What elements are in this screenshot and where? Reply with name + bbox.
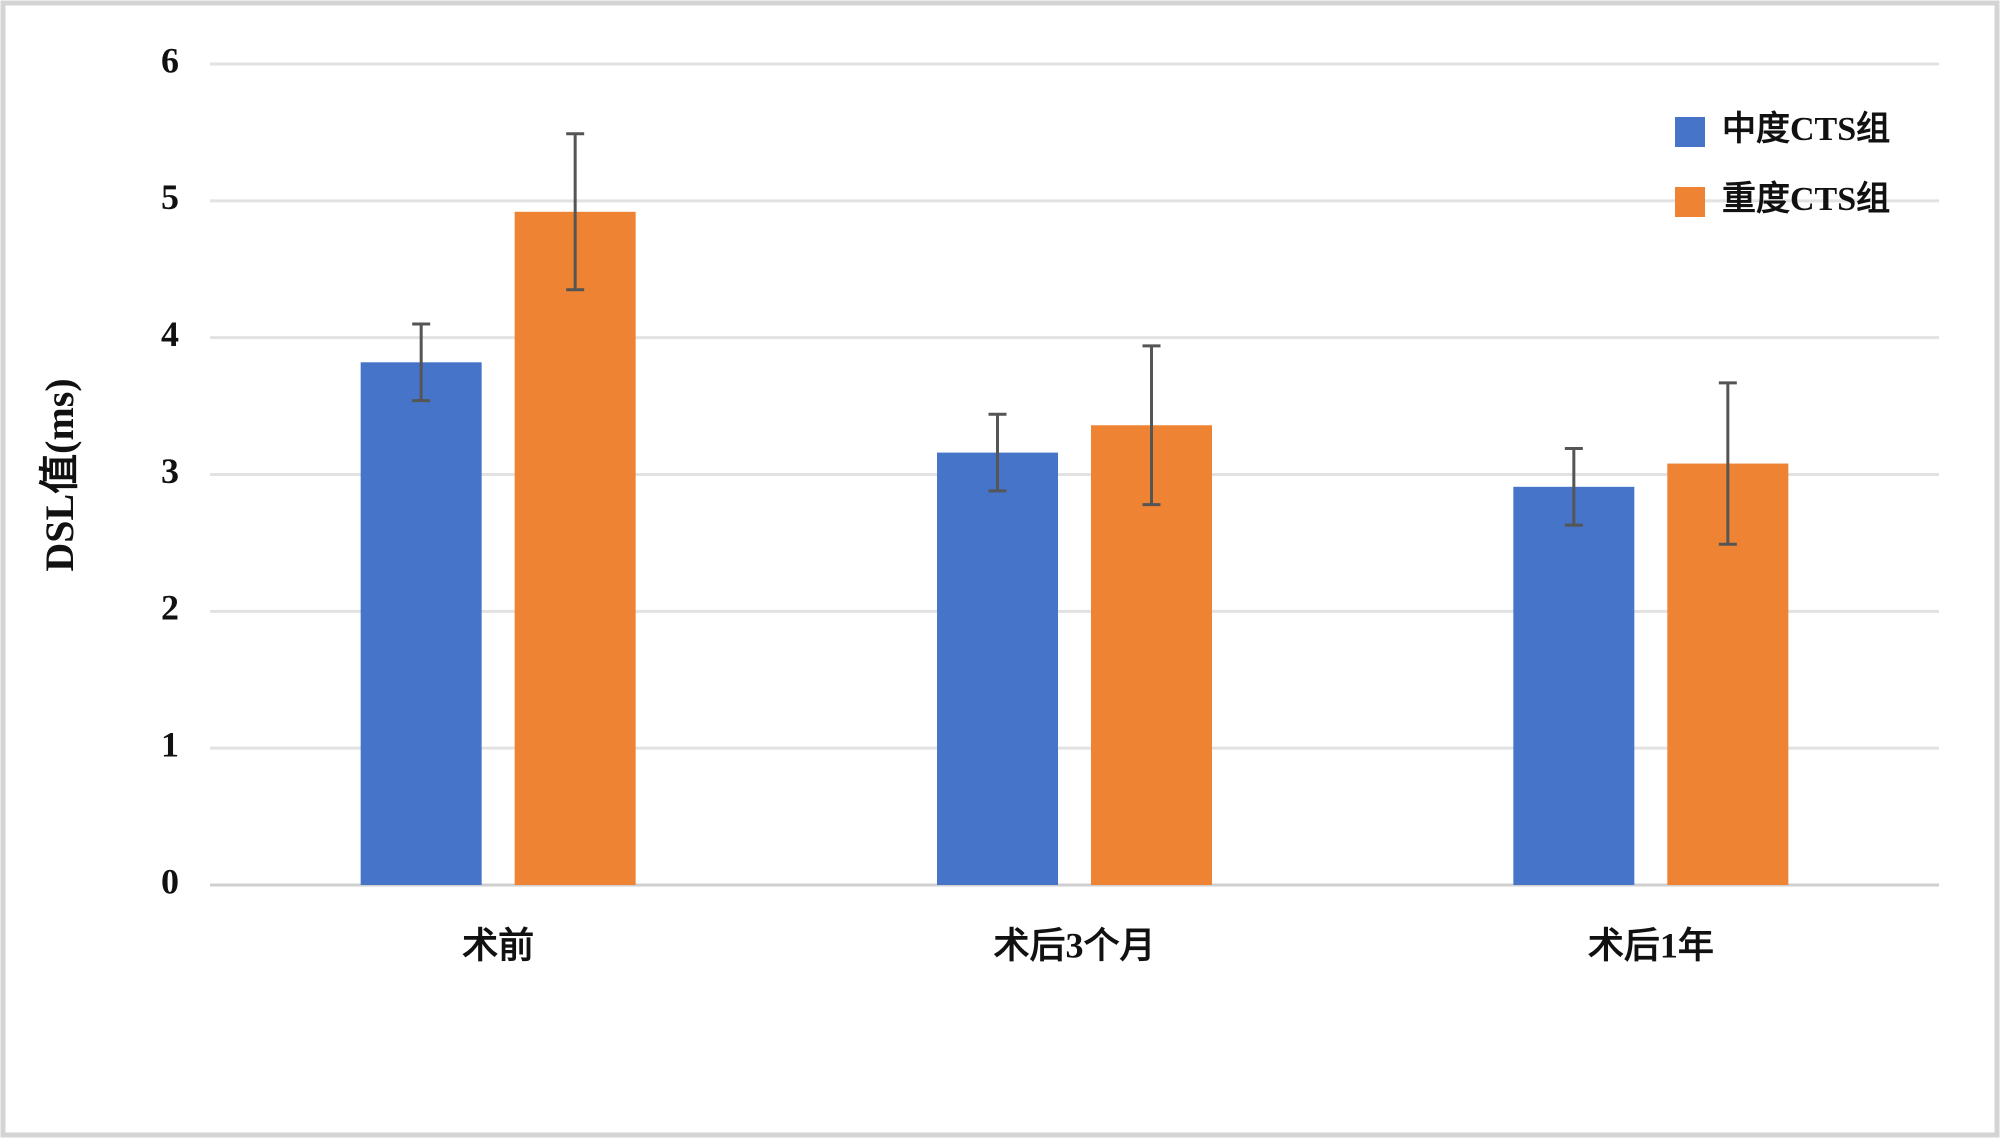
x-tick-label: 术后1年	[1588, 925, 1714, 965]
y-axis-label: DSL值(ms)	[37, 378, 82, 571]
error-bar	[988, 412, 1007, 493]
y-tick-label: 6	[161, 40, 179, 80]
error-bar	[1564, 447, 1583, 527]
x-tick-label: 术后3个月	[993, 925, 1155, 965]
legend-label: 重度CTS组	[1722, 180, 1890, 218]
x-tick-label: 术前	[462, 925, 534, 965]
bar	[360, 362, 482, 886]
error-bar	[412, 322, 431, 403]
legend-swatch	[1675, 187, 1705, 217]
bar	[514, 211, 636, 885]
legend-label: 中度CTS组	[1722, 110, 1890, 148]
y-tick-label: 5	[161, 177, 179, 217]
error-bar	[566, 132, 585, 292]
y-tick-label: 3	[161, 451, 179, 491]
y-tick-label: 4	[161, 314, 179, 354]
error-bar	[1718, 381, 1737, 546]
legend-swatch	[1675, 117, 1705, 147]
y-tick-label: 1	[161, 724, 179, 764]
bar	[937, 452, 1058, 885]
y-tick-label: 2	[161, 588, 179, 628]
bar	[1513, 486, 1635, 885]
error-bar	[1142, 344, 1161, 507]
y-tick-label: 0	[161, 861, 179, 901]
